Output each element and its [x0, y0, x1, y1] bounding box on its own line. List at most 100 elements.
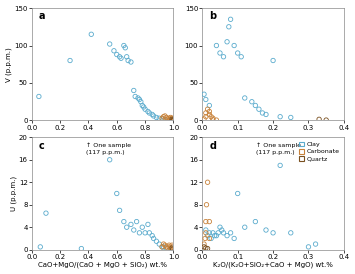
Point [169, 243, 175, 247]
Point [207, 236, 212, 241]
Point [132, 94, 138, 99]
Point [288, 115, 294, 120]
Point [168, 115, 174, 120]
Point [224, 39, 230, 44]
Point [231, 43, 237, 48]
Point [159, 117, 165, 121]
Point [111, 48, 117, 53]
Point [78, 246, 84, 251]
Point [201, 242, 207, 246]
Point [142, 231, 148, 235]
Point [169, 246, 175, 250]
Point [125, 58, 131, 63]
Point [159, 245, 165, 249]
Point [121, 219, 127, 224]
Point [313, 242, 318, 246]
Point [210, 231, 216, 235]
Point [203, 228, 209, 232]
Point [168, 117, 174, 121]
Point [166, 116, 172, 120]
Point [128, 60, 134, 64]
X-axis label: K₂O/(K₂O+SiO₂+CaO + MgO) wt.%: K₂O/(K₂O+SiO₂+CaO + MgO) wt.% [213, 262, 333, 269]
Point [260, 111, 265, 115]
Point [117, 208, 122, 213]
Point [215, 231, 221, 235]
Point [162, 243, 168, 247]
Point [210, 116, 216, 120]
Point [256, 107, 262, 112]
Point [137, 231, 142, 235]
Point [207, 109, 212, 114]
Point [169, 117, 175, 122]
Point [166, 118, 172, 122]
Point [151, 114, 157, 118]
Point [166, 245, 172, 249]
Point [207, 103, 212, 108]
Point [145, 222, 151, 227]
Point [203, 246, 209, 250]
Point [169, 116, 175, 120]
Point [114, 52, 120, 57]
Point [170, 117, 176, 121]
Point [171, 118, 176, 122]
Point [170, 245, 176, 249]
Point [203, 111, 209, 115]
Point [131, 88, 137, 93]
Point [323, 118, 329, 122]
Point [214, 233, 219, 238]
Point [217, 225, 223, 229]
Point [201, 92, 207, 96]
Point [252, 219, 258, 224]
Point [208, 236, 214, 241]
Point [270, 58, 276, 63]
Point [221, 231, 226, 235]
Point [135, 96, 141, 100]
Y-axis label: U (p.p.m.): U (p.p.m.) [10, 176, 17, 211]
Point [204, 202, 209, 207]
Point [151, 236, 157, 241]
Point [162, 118, 168, 122]
Point [270, 231, 276, 235]
Point [201, 245, 207, 249]
Point [207, 219, 212, 224]
Point [137, 97, 142, 102]
Point [203, 97, 209, 102]
Point [207, 231, 212, 235]
Point [202, 236, 208, 241]
Point [43, 211, 49, 215]
Point [164, 246, 169, 250]
Point [117, 55, 122, 59]
Point [316, 117, 322, 122]
Point [205, 180, 211, 184]
Point [149, 233, 155, 238]
Point [164, 245, 169, 249]
Point [203, 219, 209, 224]
Point [252, 103, 258, 108]
Point [228, 17, 234, 21]
Point [214, 43, 219, 48]
Point [161, 245, 166, 249]
Point [165, 246, 171, 250]
Legend: Clay, Carbonate, Quartz: Clay, Carbonate, Quartz [298, 140, 341, 163]
Point [149, 112, 155, 117]
Point [203, 115, 209, 119]
Point [219, 228, 225, 232]
Text: ↑ One sample
(117 p.p.m.): ↑ One sample (117 p.p.m.) [86, 143, 131, 155]
Point [212, 233, 218, 238]
Point [140, 103, 145, 108]
Point [157, 242, 162, 246]
Point [221, 55, 226, 59]
Point [162, 114, 168, 118]
Point [170, 247, 176, 251]
Point [121, 43, 127, 48]
Point [205, 107, 211, 112]
Point [214, 118, 219, 122]
Point [107, 158, 113, 162]
Point [263, 228, 269, 232]
Point [124, 55, 130, 59]
Point [235, 51, 240, 55]
Point [164, 115, 169, 120]
Point [118, 56, 124, 61]
Point [88, 32, 94, 36]
Point [228, 231, 234, 235]
